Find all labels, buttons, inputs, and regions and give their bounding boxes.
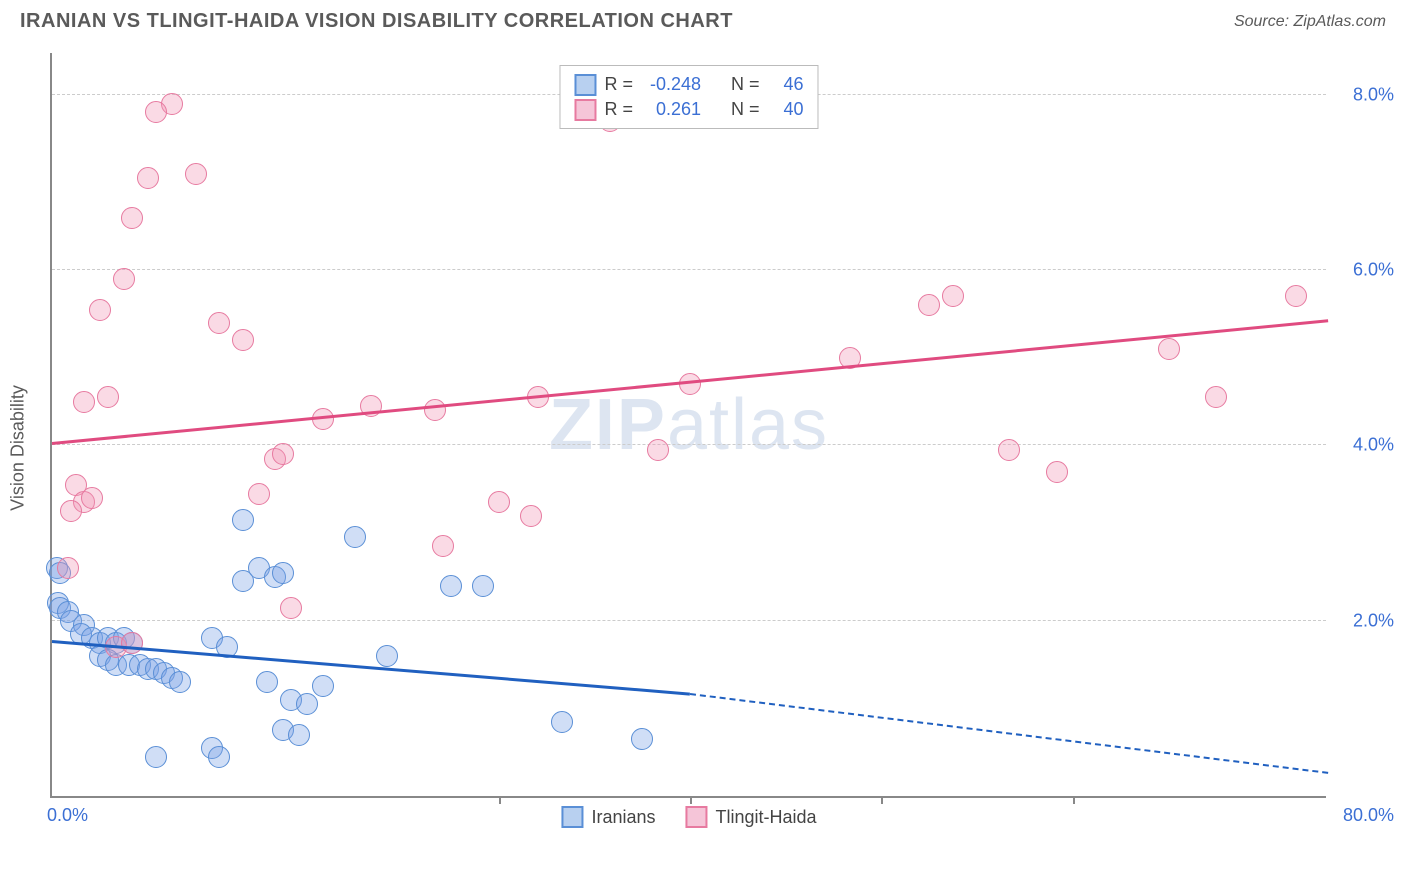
gridline: [52, 269, 1326, 270]
scatter-point: [432, 535, 454, 557]
plot-area: ZIPatlas 2.0%4.0%6.0%8.0%0.0%80.0%R =-0.…: [50, 53, 1326, 798]
scatter-point: [440, 575, 462, 597]
stat-n-label: N =: [731, 72, 760, 97]
scatter-point: [1046, 461, 1068, 483]
scatter-point: [272, 443, 294, 465]
scatter-point: [256, 671, 278, 693]
scatter-point: [232, 509, 254, 531]
scatter-point: [121, 207, 143, 229]
watermark-light: atlas: [667, 385, 829, 465]
scatter-point: [288, 724, 310, 746]
scatter-point: [998, 439, 1020, 461]
scatter-point: [57, 557, 79, 579]
chart-title: IRANIAN VS TLINGIT-HAIDA VISION DISABILI…: [20, 10, 733, 33]
scatter-point: [169, 671, 191, 693]
x-tick-label: 80.0%: [1343, 805, 1394, 826]
scatter-point: [296, 693, 318, 715]
scatter-point: [81, 487, 103, 509]
scatter-point: [424, 399, 446, 421]
scatter-point: [647, 439, 669, 461]
stat-r-label: R =: [604, 97, 633, 122]
y-tick-label: 2.0%: [1353, 610, 1394, 631]
stat-r-value: -0.248: [641, 72, 701, 97]
scatter-point: [1205, 386, 1227, 408]
scatter-point: [472, 575, 494, 597]
scatter-point: [918, 294, 940, 316]
trend-line-extrapolated: [690, 693, 1328, 774]
series-swatch: [574, 74, 596, 96]
x-tick-mark: [1073, 796, 1075, 804]
scatter-point: [145, 746, 167, 768]
legend-label: Iranians: [591, 807, 655, 828]
legend-item: Tlingit-Haida: [686, 806, 817, 828]
scatter-point: [60, 500, 82, 522]
scatter-point: [89, 299, 111, 321]
stat-r-value: 0.261: [641, 97, 701, 122]
x-tick-mark: [690, 796, 692, 804]
x-tick-mark: [499, 796, 501, 804]
scatter-point: [376, 645, 398, 667]
legend-swatch: [561, 806, 583, 828]
scatter-point: [145, 101, 167, 123]
x-tick-label: 0.0%: [47, 805, 88, 826]
series-legend: Iranians Tlingit-Haida: [561, 806, 816, 828]
scatter-point: [73, 391, 95, 413]
x-tick-mark: [881, 796, 883, 804]
stat-n-label: N =: [731, 97, 760, 122]
correlation-stats-box: R = -0.248 N = 46 R = 0.261 N = 40: [559, 65, 818, 129]
stat-n-value: 40: [768, 97, 804, 122]
stat-n-value: 46: [768, 72, 804, 97]
scatter-point: [1158, 338, 1180, 360]
scatter-point: [113, 268, 135, 290]
y-axis-label: Vision Disability: [8, 385, 29, 511]
scatter-point: [97, 386, 119, 408]
gridline: [52, 620, 1326, 621]
gridline: [52, 444, 1326, 445]
scatter-point: [248, 483, 270, 505]
scatter-point: [551, 711, 573, 733]
chart-header: IRANIAN VS TLINGIT-HAIDA VISION DISABILI…: [0, 0, 1406, 38]
legend-swatch: [686, 806, 708, 828]
y-tick-label: 4.0%: [1353, 435, 1394, 456]
scatter-point: [280, 597, 302, 619]
legend-item: Iranians: [561, 806, 655, 828]
stat-r-label: R =: [604, 72, 633, 97]
scatter-point: [312, 675, 334, 697]
scatter-point: [942, 285, 964, 307]
scatter-point: [208, 312, 230, 334]
scatter-point: [631, 728, 653, 750]
chart-container: Vision Disability ZIPatlas 2.0%4.0%6.0%8…: [0, 38, 1406, 858]
scatter-point: [232, 329, 254, 351]
scatter-point: [1285, 285, 1307, 307]
scatter-point: [208, 746, 230, 768]
y-tick-label: 6.0%: [1353, 260, 1394, 281]
scatter-point: [520, 505, 542, 527]
scatter-point: [121, 632, 143, 654]
chart-source: Source: ZipAtlas.com: [1234, 13, 1386, 31]
scatter-point: [185, 163, 207, 185]
scatter-point: [488, 491, 510, 513]
scatter-point: [344, 526, 366, 548]
stat-row: R = 0.261 N = 40: [574, 97, 803, 122]
scatter-point: [137, 167, 159, 189]
scatter-point: [272, 562, 294, 584]
series-swatch: [574, 99, 596, 121]
y-tick-label: 8.0%: [1353, 84, 1394, 105]
stat-row: R = -0.248 N = 46: [574, 72, 803, 97]
watermark: ZIPatlas: [549, 384, 829, 466]
legend-label: Tlingit-Haida: [716, 807, 817, 828]
